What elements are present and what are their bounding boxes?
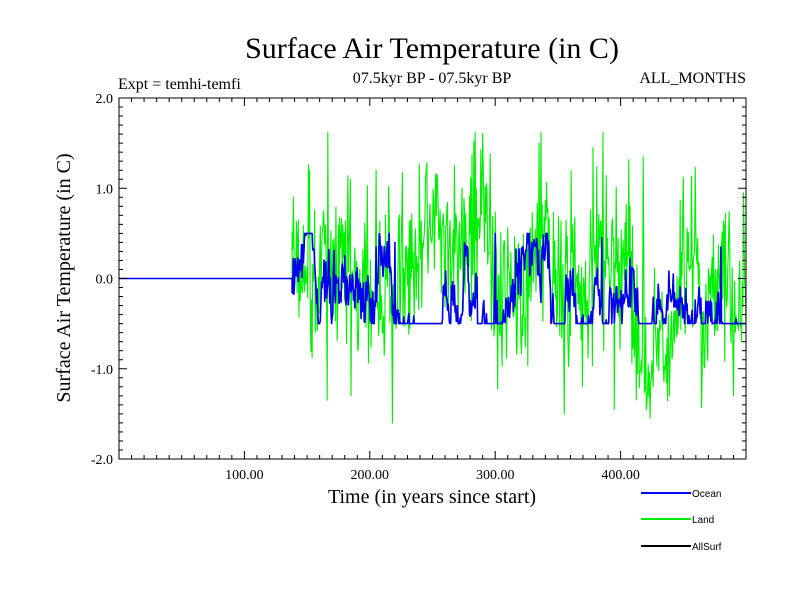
legend-label-allsurf: AllSurf bbox=[692, 542, 722, 553]
legend-label-land: Land bbox=[692, 515, 714, 526]
x-axis: 100.00 200.00 300.00 400.00 bbox=[131, 98, 734, 483]
x-tick-label: 100.00 bbox=[225, 468, 264, 483]
y-tick-label: 1.0 bbox=[96, 182, 114, 197]
x-axis-label: Time (in years since start) bbox=[328, 486, 536, 508]
months-label: ALL_MONTHS bbox=[639, 70, 746, 87]
y-axis: 2.0 1.0 0.0 -1.0 -2.0 bbox=[91, 92, 746, 468]
x-tick-label: 400.00 bbox=[601, 468, 640, 483]
y-tick-label: 2.0 bbox=[96, 92, 114, 107]
chart-subtitle: 07.5kyr BP - 07.5kyr BP bbox=[353, 70, 512, 87]
x-tick-label: 300.00 bbox=[476, 468, 515, 483]
chart-title: Surface Air Temperature (in C) bbox=[245, 32, 619, 65]
y-tick-label: 0.0 bbox=[96, 273, 114, 288]
experiment-label: Expt = temhi-temfi bbox=[118, 76, 241, 93]
series-line-land bbox=[119, 131, 747, 424]
series-line-ocean bbox=[119, 232, 747, 325]
y-axis-label: Surface Air Temperature (in C) bbox=[53, 153, 75, 402]
plot-area bbox=[119, 131, 747, 424]
legend: Ocean Land AllSurf bbox=[641, 489, 722, 553]
legend-label-ocean: Ocean bbox=[692, 489, 721, 500]
y-tick-label: -2.0 bbox=[91, 453, 113, 468]
y-tick-label: -1.0 bbox=[91, 363, 113, 378]
x-tick-label: 200.00 bbox=[351, 468, 390, 483]
